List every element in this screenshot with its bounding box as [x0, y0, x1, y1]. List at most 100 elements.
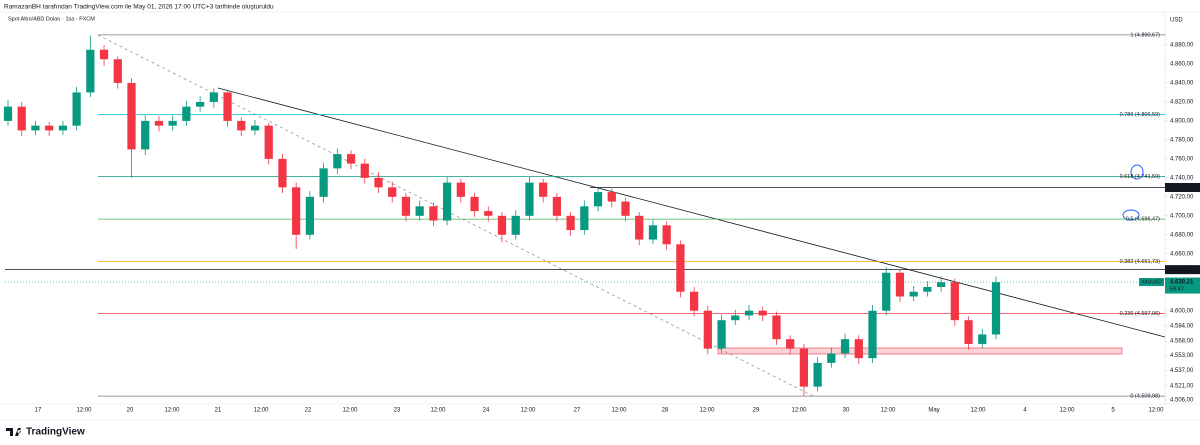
- candle-body: [374, 177, 383, 188]
- currency: USD: [1170, 18, 1183, 24]
- chart-title: Spot Altın/ABD Doları · 1sa · FXCM: [8, 16, 95, 22]
- x-tick-label: 23: [394, 408, 401, 414]
- candle-body: [141, 120, 150, 150]
- x-tick-label: 12:00: [520, 408, 536, 414]
- candle-body: [250, 125, 260, 131]
- x-tick-label: 28: [662, 408, 669, 414]
- candle-body: [676, 244, 685, 292]
- x-tick-label: 12:00: [430, 408, 446, 414]
- y-tick-label: 4.600,00: [1170, 308, 1194, 314]
- candle-body: [346, 154, 356, 164]
- candle-body: [3, 106, 13, 121]
- candle-body: [772, 315, 781, 340]
- fib-label: 1 (4.890,67): [1130, 32, 1160, 38]
- x-tick-label: May: [928, 408, 939, 414]
- candle-body: [936, 282, 946, 287]
- x-tick-label: 12:00: [611, 408, 627, 414]
- candle-body: [209, 92, 218, 102]
- y-tick-label: 4.521,00: [1170, 383, 1194, 389]
- candle-body: [292, 187, 301, 235]
- candle-body: [72, 92, 81, 126]
- last-price-label: 4.630,21: [1170, 280, 1194, 286]
- price-tag-label: 4.643,28: [1170, 267, 1194, 273]
- candle-body: [305, 196, 315, 235]
- y-tick-label: 4.820,00: [1170, 100, 1194, 106]
- x-tick-label: 12:00: [1148, 408, 1164, 414]
- candle-body: [621, 201, 630, 216]
- candle-body: [854, 339, 863, 359]
- candle-body: [580, 206, 589, 231]
- candle-body: [552, 196, 562, 216]
- candle-body: [868, 310, 877, 359]
- candle-body: [484, 211, 493, 216]
- credit: RamazanBH tarafından TradingView.com ile…: [4, 4, 274, 11]
- y-tick-label: 4.553,00: [1170, 353, 1194, 359]
- candle-body: [511, 215, 520, 235]
- candle-body: [662, 225, 671, 245]
- fib-label: 0.236 (4.597,06): [1120, 311, 1161, 317]
- candle-body: [45, 125, 54, 131]
- highlight-circle: [1130, 164, 1144, 180]
- candle-body: [278, 158, 287, 188]
- logo-icon: [6, 428, 21, 436]
- candle-body: [237, 120, 246, 131]
- last-price-tag: [1165, 277, 1200, 294]
- price-tag: [1165, 183, 1200, 193]
- candle-body: [429, 206, 438, 221]
- y-tick-label: 4.800,00: [1170, 118, 1194, 124]
- y-tick-label: 4.660,00: [1170, 251, 1194, 257]
- x-tick-label: 12:00: [970, 408, 986, 414]
- y-tick-label: 4.537,00: [1170, 368, 1194, 374]
- candle-body: [923, 286, 932, 292]
- candle-body: [497, 215, 507, 235]
- x-tick-label: 12:00: [76, 408, 92, 414]
- candle-body: [182, 106, 191, 121]
- candle-body: [31, 125, 40, 131]
- logo: TradingView: [6, 427, 85, 438]
- y-tick-label: 4.506,00: [1170, 397, 1194, 403]
- logo-text: TradingView: [26, 427, 85, 438]
- candle-body: [401, 196, 411, 216]
- x-tick-label: 21: [215, 408, 222, 414]
- candle-body: [470, 196, 479, 212]
- candle-body: [415, 206, 424, 216]
- symbol-tag: [1139, 278, 1164, 287]
- x-tick-label: 30: [843, 408, 850, 414]
- candle-body: [978, 334, 987, 344]
- candle-body: [456, 182, 465, 197]
- candle-body: [154, 120, 164, 126]
- candle-body: [909, 291, 918, 297]
- candle-body: [99, 49, 109, 60]
- y-tick-label: 4.720,00: [1170, 194, 1194, 200]
- y-tick-label: 4.840,00: [1170, 81, 1194, 87]
- x-tick-label: 12:00: [880, 408, 896, 414]
- candle-body: [744, 310, 754, 316]
- candle-body: [58, 125, 68, 131]
- candle-body: [895, 272, 905, 297]
- candle-body: [264, 125, 273, 159]
- candle-body: [689, 291, 699, 311]
- price-tag-label: 4.729,83: [1170, 185, 1194, 191]
- countdown: 59:47: [1170, 286, 1184, 292]
- candle-body: [827, 353, 836, 363]
- x-tick-label: 29: [753, 408, 760, 414]
- fib-label: 0.786 (4.806,59): [1120, 112, 1161, 118]
- y-tick-label: 4.740,00: [1170, 175, 1194, 181]
- highlight-circle: [1122, 209, 1140, 221]
- candle-body: [799, 348, 809, 387]
- candle-body: [195, 101, 205, 107]
- candle-body: [964, 320, 973, 344]
- candle-body: [813, 362, 822, 387]
- candle-body: [113, 59, 122, 83]
- x-tick-label: 5: [1111, 408, 1115, 414]
- candle-body: [991, 282, 1001, 335]
- candle-body: [840, 339, 850, 354]
- symbol-tag-label: XAUUSD: [1141, 279, 1162, 285]
- x-tick-label: 12:00: [699, 408, 715, 414]
- fib-label: 0.5 (4.696,47): [1126, 217, 1160, 223]
- y-tick-label: 4.680,00: [1170, 232, 1194, 238]
- candle-body: [168, 120, 177, 126]
- y-tick-label: 4.584,00: [1170, 323, 1194, 329]
